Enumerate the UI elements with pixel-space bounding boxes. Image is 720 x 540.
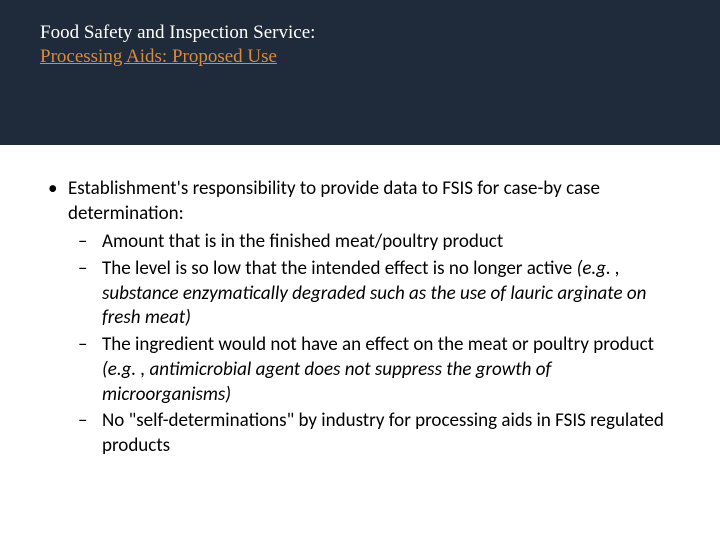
sub-bullet: No "self-determinations" by industry for… (68, 409, 680, 458)
slide-subtitle: Processing Aids: Proposed Use (40, 46, 680, 68)
sub-bullet: Amount that is in the finished meat/poul… (68, 230, 680, 255)
sub-bullet-plain: No "self-determinations" by industry for… (102, 409, 664, 457)
sub-bullet-plain: The ingredient would not have an effect … (102, 333, 654, 356)
sub-bullet-plain: The level is so low that the intended ef… (102, 257, 577, 280)
sub-bullet-plain: Amount that is in the finished meat/poul… (102, 230, 503, 253)
sub-bullet-list: Amount that is in the finished meat/poul… (68, 230, 680, 458)
sub-bullet: The level is so low that the intended ef… (68, 257, 680, 331)
bullet-main-text: Establishment's responsibility to provid… (68, 177, 600, 225)
sub-bullet: The ingredient would not have an effect … (68, 333, 680, 407)
sub-bullet-italic: (e.g. , antimicrobial agent does not sup… (102, 358, 551, 406)
slide-title: Food Safety and Inspection Service: (40, 22, 680, 44)
bullet-list: Establishment's responsibility to provid… (40, 177, 680, 459)
slide-header: Food Safety and Inspection Service: Proc… (0, 0, 720, 145)
slide-body: Establishment's responsibility to provid… (0, 145, 720, 459)
bullet-main: Establishment's responsibility to provid… (40, 177, 680, 459)
